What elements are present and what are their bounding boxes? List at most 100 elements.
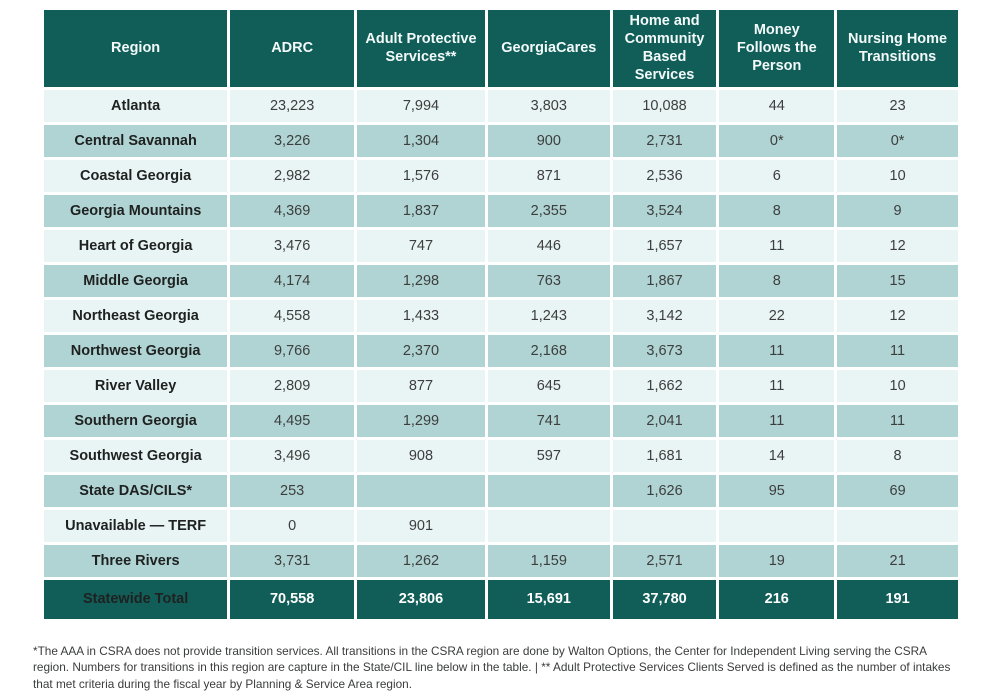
value-cell: 3,673 bbox=[612, 334, 717, 367]
table-row: Atlanta 23,223 7,994 3,803 10,088 44 23 bbox=[44, 89, 958, 122]
value-cell: 1,662 bbox=[612, 369, 717, 402]
value-cell: 23,223 bbox=[230, 89, 355, 122]
table-row: Southern Georgia 4,495 1,299 741 2,041 11 11 bbox=[44, 404, 958, 437]
value-cell: 2,809 bbox=[230, 369, 355, 402]
value-cell: 11 bbox=[837, 334, 958, 367]
value-cell: 12 bbox=[837, 229, 958, 262]
region-cell: Three Rivers bbox=[44, 544, 228, 577]
value-cell: 0 bbox=[230, 509, 355, 542]
table-row: Coastal Georgia 2,982 1,576 871 2,536 6 10 bbox=[44, 159, 958, 192]
value-cell: 1,433 bbox=[357, 299, 485, 332]
value-cell: 2,982 bbox=[230, 159, 355, 192]
column-header: Adult Protective Services** bbox=[357, 10, 485, 87]
value-cell: 10,088 bbox=[612, 89, 717, 122]
region-cell: Statewide Total bbox=[44, 579, 228, 619]
value-cell: 4,174 bbox=[230, 264, 355, 297]
value-cell: 2,731 bbox=[612, 124, 717, 157]
value-cell: 900 bbox=[487, 124, 610, 157]
value-cell: 9,766 bbox=[230, 334, 355, 367]
value-cell: 0* bbox=[719, 124, 835, 157]
value-cell: 8 bbox=[719, 264, 835, 297]
footnote: *The AAA in CSRA does not provide transi… bbox=[33, 644, 951, 691]
table-header: Region ADRC Adult Protective Services** Geo… bbox=[44, 10, 958, 87]
table-row: Statewide Total 70,558 23,806 15,691 37,780 2… bbox=[44, 579, 958, 619]
value-cell: 3,476 bbox=[230, 229, 355, 262]
table-body: Atlanta 23,223 7,994 3,803 10,088 44 23 Central… bbox=[44, 89, 958, 619]
value-cell: 11 bbox=[719, 334, 835, 367]
value-cell: 1,867 bbox=[612, 264, 717, 297]
value-cell: 23 bbox=[837, 89, 958, 122]
value-cell: 741 bbox=[487, 404, 610, 437]
table-row: Three Rivers 3,731 1,262 1,159 2,571 19 21 bbox=[44, 544, 958, 577]
value-cell: 597 bbox=[487, 439, 610, 472]
region-cell: State DAS/CILS* bbox=[44, 474, 228, 507]
value-cell: 1,576 bbox=[357, 159, 485, 192]
value-cell: 8 bbox=[837, 439, 958, 472]
value-cell: 1,837 bbox=[357, 194, 485, 227]
value-cell: 11 bbox=[837, 404, 958, 437]
value-cell: 3,524 bbox=[612, 194, 717, 227]
value-cell: 6 bbox=[719, 159, 835, 192]
value-cell: 9 bbox=[837, 194, 958, 227]
table-row: State DAS/CILS* 253 1,626 95 69 bbox=[44, 474, 958, 507]
value-cell bbox=[357, 474, 485, 507]
table-row: Heart of Georgia 3,476 747 446 1,657 11 12 bbox=[44, 229, 958, 262]
value-cell: 1,681 bbox=[612, 439, 717, 472]
value-cell: 70,558 bbox=[230, 579, 355, 619]
value-cell bbox=[487, 509, 610, 542]
table-row: Southwest Georgia 3,496 908 597 1,681 14 8 bbox=[44, 439, 958, 472]
table-row: Central Savannah 3,226 1,304 900 2,731 0* 0* bbox=[44, 124, 958, 157]
value-cell: 23,806 bbox=[357, 579, 485, 619]
value-cell: 44 bbox=[719, 89, 835, 122]
value-cell: 1,159 bbox=[487, 544, 610, 577]
value-cell: 2,370 bbox=[357, 334, 485, 367]
column-header: Home and Community Based Services bbox=[612, 10, 717, 87]
table-row: River Valley 2,809 877 645 1,662 11 10 bbox=[44, 369, 958, 402]
value-cell: 11 bbox=[719, 229, 835, 262]
table-row: Unavailable — TERF 0 901 bbox=[44, 509, 958, 542]
value-cell: 1,626 bbox=[612, 474, 717, 507]
value-cell: 3,803 bbox=[487, 89, 610, 122]
value-cell: 901 bbox=[357, 509, 485, 542]
region-cell: Northeast Georgia bbox=[44, 299, 228, 332]
value-cell: 2,571 bbox=[612, 544, 717, 577]
value-cell: 4,558 bbox=[230, 299, 355, 332]
value-cell: 3,731 bbox=[230, 544, 355, 577]
region-cell: River Valley bbox=[44, 369, 228, 402]
value-cell: 11 bbox=[719, 369, 835, 402]
value-cell: 22 bbox=[719, 299, 835, 332]
value-cell: 3,496 bbox=[230, 439, 355, 472]
region-cell: Middle Georgia bbox=[44, 264, 228, 297]
column-header: Nursing Home Transitions bbox=[837, 10, 958, 87]
region-cell: Atlanta bbox=[44, 89, 228, 122]
value-cell bbox=[487, 474, 610, 507]
value-cell: 763 bbox=[487, 264, 610, 297]
value-cell: 95 bbox=[719, 474, 835, 507]
value-cell: 871 bbox=[487, 159, 610, 192]
value-cell: 1,304 bbox=[357, 124, 485, 157]
table-row: Northeast Georgia 4,558 1,433 1,243 3,142 22 1… bbox=[44, 299, 958, 332]
value-cell bbox=[719, 509, 835, 542]
column-header: ADRC bbox=[230, 10, 355, 87]
value-cell bbox=[837, 509, 958, 542]
value-cell: 69 bbox=[837, 474, 958, 507]
value-cell: 1,243 bbox=[487, 299, 610, 332]
table-header-row: Region ADRC Adult Protective Services** Geo… bbox=[44, 10, 958, 87]
value-cell: 253 bbox=[230, 474, 355, 507]
value-cell bbox=[612, 509, 717, 542]
value-cell: 10 bbox=[837, 159, 958, 192]
value-cell: 10 bbox=[837, 369, 958, 402]
value-cell: 2,355 bbox=[487, 194, 610, 227]
value-cell: 2,041 bbox=[612, 404, 717, 437]
value-cell: 3,142 bbox=[612, 299, 717, 332]
value-cell: 747 bbox=[357, 229, 485, 262]
value-cell: 4,369 bbox=[230, 194, 355, 227]
value-cell: 15 bbox=[837, 264, 958, 297]
column-header: Money Follows the Person bbox=[719, 10, 835, 87]
value-cell: 877 bbox=[357, 369, 485, 402]
region-cell: Coastal Georgia bbox=[44, 159, 228, 192]
value-cell: 191 bbox=[837, 579, 958, 619]
value-cell: 645 bbox=[487, 369, 610, 402]
value-cell: 446 bbox=[487, 229, 610, 262]
